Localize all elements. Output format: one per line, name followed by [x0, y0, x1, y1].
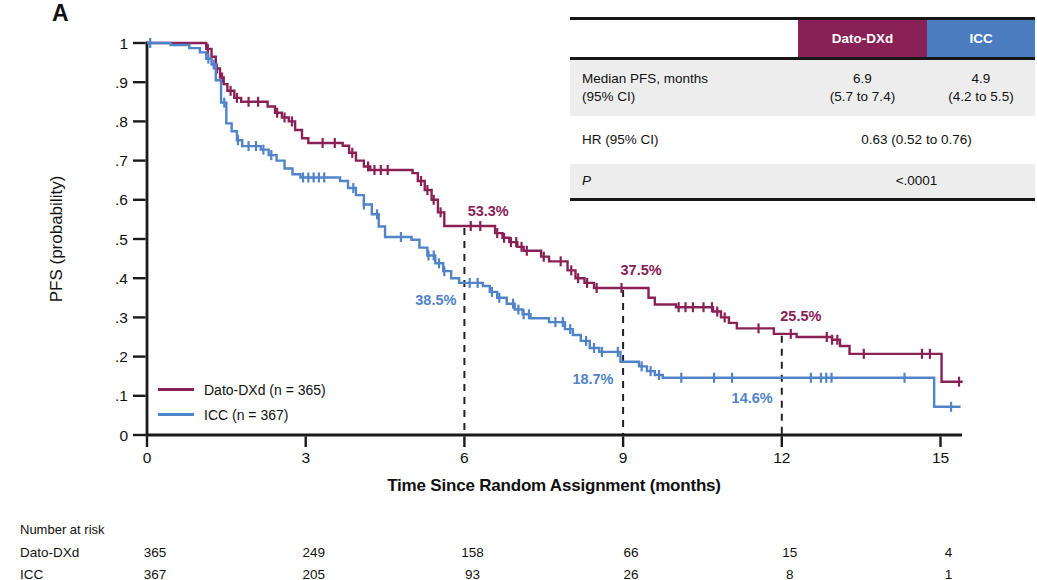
p-label: P — [570, 164, 798, 198]
legend-item-dato: Dato-DXd (n = 365) — [158, 377, 326, 402]
at-risk-row-dato: Dato-DXd 365 249 158 66 15 4 — [0, 545, 1037, 561]
at-risk-value: 1 — [945, 567, 953, 580]
annotation-53.3: 53.3% — [468, 203, 509, 219]
at-risk-value: 367 — [144, 567, 167, 580]
p-value: <.0001 — [798, 164, 1035, 198]
annotation-25.5: 25.5% — [780, 308, 821, 324]
number-at-risk-title: Number at risk — [20, 522, 105, 537]
y-tick-label: .3 — [115, 309, 128, 326]
x-tick-label: 9 — [619, 449, 628, 466]
icc-line-swatch — [158, 413, 194, 416]
annotation-38.5: 38.5% — [415, 292, 456, 308]
legend-label-dato: Dato-DXd (n = 365) — [204, 382, 326, 398]
y-tick-label: .5 — [115, 231, 128, 248]
at-risk-value: 93 — [465, 567, 480, 580]
annotation-18.7: 18.7% — [572, 371, 613, 387]
stats-row-p: P <.0001 — [570, 164, 1035, 198]
median-pfs-label: Median PFS, months (95% CI) — [570, 60, 798, 116]
stats-row-median: Median PFS, months (95% CI) 6.9 (5.7 to … — [570, 60, 1035, 116]
y-tick-label: .2 — [115, 348, 128, 365]
at-risk-value: 66 — [624, 545, 639, 560]
y-tick-label: .4 — [115, 270, 128, 287]
median-pfs-dato: 6.9 (5.7 to 7.4) — [798, 60, 927, 116]
at-risk-value: 249 — [302, 545, 325, 560]
at-risk-value: 26 — [624, 567, 639, 580]
legend: Dato-DXd (n = 365) ICC (n = 367) — [158, 377, 326, 427]
annotation-37.5: 37.5% — [621, 262, 662, 278]
legend-label-icc: ICC (n = 367) — [204, 407, 288, 423]
hr-label: HR (95% CI) — [570, 116, 798, 164]
stats-header-blank — [570, 20, 798, 57]
y-tick-label: .9 — [115, 74, 128, 91]
at-risk-value: 15 — [782, 545, 797, 560]
at-risk-value: 8 — [786, 567, 794, 580]
median-pfs-icc: 4.9 (4.2 to 5.5) — [927, 60, 1035, 116]
at-risk-label-icc: ICC — [20, 567, 43, 580]
at-risk-value: 4 — [945, 545, 953, 560]
at-risk-label-dato: Dato-DXd — [20, 545, 79, 560]
y-tick-label: .6 — [115, 191, 128, 208]
at-risk-value: 365 — [144, 545, 167, 560]
stats-header-icc: ICC — [927, 20, 1035, 57]
legend-item-icc: ICC (n = 367) — [158, 402, 326, 427]
hr-value: 0.63 (0.52 to 0.76) — [798, 116, 1035, 164]
stats-table-header: Dato-DXd ICC — [570, 20, 1035, 60]
x-tick-label: 15 — [932, 449, 949, 466]
stats-row-hr: HR (95% CI) 0.63 (0.52 to 0.76) — [570, 116, 1035, 164]
stats-header-dato: Dato-DXd — [798, 20, 927, 57]
x-axis-title: Time Since Random Assignment (months) — [387, 476, 721, 496]
y-tick-label: 1 — [119, 35, 128, 52]
at-risk-value: 158 — [461, 545, 484, 560]
y-tick-label: 0 — [119, 427, 128, 444]
x-tick-label: 3 — [301, 449, 310, 466]
at-risk-row-icc: ICC 367 205 93 26 8 1 — [0, 567, 1037, 580]
km-figure: A PFS (probability) 1.9.8.7.6.5.4.3.2.10… — [0, 0, 1037, 580]
y-tick-label: .1 — [115, 387, 128, 404]
x-tick-label: 6 — [460, 449, 469, 466]
x-tick-label: 12 — [773, 449, 790, 466]
annotation-14.6: 14.6% — [732, 390, 773, 406]
at-risk-value: 205 — [302, 567, 325, 580]
x-tick-label: 0 — [143, 449, 152, 466]
y-tick-label: .8 — [115, 113, 128, 130]
y-tick-label: .7 — [115, 152, 128, 169]
stats-table: Dato-DXd ICC Median PFS, months (95% CI)… — [570, 17, 1035, 201]
dato-line-swatch — [158, 388, 194, 391]
